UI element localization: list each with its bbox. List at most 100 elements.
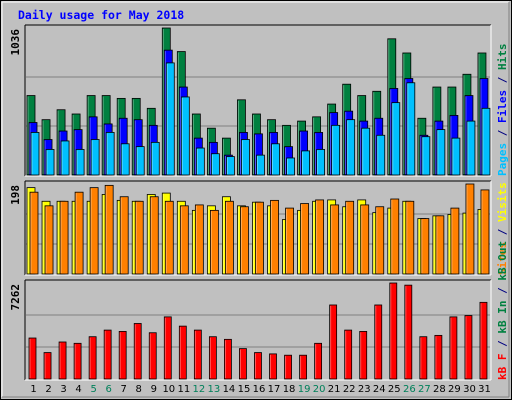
bar-sites-day-21 bbox=[330, 204, 340, 275]
bar-kb-f-day-8 bbox=[133, 323, 142, 380]
bar-pages-day-5 bbox=[90, 139, 100, 176]
bar-sites-day-7 bbox=[119, 196, 129, 275]
legend-entry: Pages bbox=[496, 143, 509, 176]
bar-pages-day-9 bbox=[150, 141, 160, 176]
bar-sites-day-13 bbox=[209, 209, 219, 275]
x-tick-label: 12 bbox=[193, 384, 206, 395]
x-tick-label: 6 bbox=[105, 384, 111, 395]
bar-kb-f-day-28 bbox=[434, 334, 443, 380]
bar-kb-f-day-2 bbox=[43, 352, 52, 380]
panel-kbytes: 7262 kB F / kB In / kB Out bbox=[9, 241, 509, 381]
bar-kb-f-day-10 bbox=[163, 316, 172, 380]
x-tick-label: 15 bbox=[238, 384, 251, 395]
bar-kb-f-day-24 bbox=[374, 304, 383, 380]
x-tick-label: 19 bbox=[298, 384, 311, 395]
bar-pages-day-18 bbox=[286, 157, 295, 176]
legend-entry: / bbox=[496, 334, 509, 354]
x-tick-label: 7 bbox=[121, 384, 127, 395]
bar-pages-day-23 bbox=[361, 127, 371, 176]
legend-entry: kB In bbox=[496, 301, 509, 334]
bar-pages-day-27 bbox=[421, 136, 431, 176]
legend-visits: Sites / Visits bbox=[496, 182, 509, 275]
bar-pages-day-13 bbox=[210, 153, 220, 176]
bar-pages-day-8 bbox=[135, 146, 145, 176]
bar-kb-f-day-7 bbox=[118, 331, 127, 380]
legend-entry: / bbox=[496, 281, 509, 301]
bar-sites-day-5 bbox=[89, 187, 99, 275]
bar-pages-day-3 bbox=[60, 140, 70, 176]
bar-kb-f-day-21 bbox=[329, 304, 338, 380]
x-tick-label: 16 bbox=[253, 384, 266, 395]
legend-entry: / bbox=[496, 70, 509, 90]
x-tick-label: 22 bbox=[343, 384, 356, 395]
legend-entry: kB Out bbox=[496, 241, 509, 281]
x-tick-label: 29 bbox=[448, 384, 461, 395]
bar-pages-day-1 bbox=[30, 132, 40, 176]
x-tick-label: 14 bbox=[223, 384, 236, 395]
bar-sites-day-25 bbox=[390, 198, 400, 275]
legend-entry: Hits bbox=[496, 44, 509, 71]
x-tick-label: 27 bbox=[418, 384, 431, 395]
bar-kb-f-day-17 bbox=[269, 353, 277, 380]
bar-sites-day-19 bbox=[300, 203, 309, 275]
bar-kb-f-day-3 bbox=[58, 341, 67, 380]
legend-entry: Files bbox=[496, 90, 509, 123]
panel-hits: 1036 Pages / Files / Hits bbox=[9, 24, 509, 177]
x-tick-label: 13 bbox=[208, 384, 221, 395]
bar-pages-day-25 bbox=[391, 102, 401, 176]
x-tick-label: 28 bbox=[433, 384, 446, 395]
bar-kb-f-day-11 bbox=[178, 325, 187, 380]
bar-pages-day-6 bbox=[105, 132, 115, 176]
legend-entry: / bbox=[496, 222, 509, 242]
y-max-label: 198 bbox=[9, 185, 22, 205]
bar-sites-day-2 bbox=[44, 205, 54, 275]
x-tick-label: 10 bbox=[162, 384, 175, 395]
bar-kb-f-day-20 bbox=[314, 342, 323, 380]
x-tick-label: 4 bbox=[75, 384, 81, 395]
bar-sites-day-30 bbox=[465, 183, 475, 275]
bar-pages-day-17 bbox=[271, 143, 280, 176]
x-tick-label: 18 bbox=[283, 384, 296, 395]
bar-pages-day-11 bbox=[180, 96, 190, 176]
x-tick-label: 5 bbox=[90, 384, 96, 395]
bar-kb-f-day-18 bbox=[284, 354, 292, 380]
bar-pages-day-29 bbox=[451, 137, 461, 176]
x-tick-label: 2 bbox=[45, 384, 51, 395]
bar-kb-f-day-31 bbox=[479, 301, 488, 380]
legend-kbytes: kB F / kB In / kB Out bbox=[496, 241, 509, 380]
bar-pages-day-24 bbox=[376, 134, 386, 176]
bar-sites-day-11 bbox=[179, 205, 189, 275]
bar-sites-day-29 bbox=[450, 207, 460, 275]
bar-sites-day-4 bbox=[74, 191, 84, 275]
bar-sites-day-1 bbox=[29, 191, 39, 275]
bar-kb-f-day-15 bbox=[239, 348, 247, 380]
bar-pages-day-31 bbox=[481, 107, 491, 176]
bar-kb-f-day-13 bbox=[208, 336, 217, 380]
bar-sites-day-24 bbox=[375, 206, 385, 275]
chart-title: Daily usage for May 2018 bbox=[18, 8, 184, 22]
y-max-label: 1036 bbox=[9, 29, 22, 56]
bar-kb-f-day-29 bbox=[449, 316, 458, 380]
bar-kb-f-day-25 bbox=[389, 282, 398, 380]
legend-entry: Sites bbox=[496, 242, 509, 275]
bar-kb-f-day-4 bbox=[73, 342, 82, 380]
x-tick-label: 30 bbox=[463, 384, 476, 395]
x-tick-label: 9 bbox=[151, 384, 157, 395]
bar-kb-f-day-16 bbox=[254, 352, 262, 380]
bar-pages-day-2 bbox=[45, 149, 55, 176]
bar-pages-day-19 bbox=[301, 150, 310, 176]
x-tick-label: 31 bbox=[478, 384, 491, 395]
bar-sites-day-17 bbox=[270, 199, 279, 275]
bar-sites-day-28 bbox=[435, 215, 445, 275]
bar-pages-day-14 bbox=[226, 156, 235, 176]
bar-sites-day-8 bbox=[134, 200, 144, 275]
bar-sites-day-26 bbox=[405, 200, 415, 275]
bar-pages-day-28 bbox=[436, 129, 446, 176]
bar-kb-f-day-27 bbox=[419, 336, 428, 380]
bar-pages-day-4 bbox=[75, 149, 85, 176]
x-tick-label: 3 bbox=[60, 384, 66, 395]
bar-kb-f-day-19 bbox=[299, 354, 307, 380]
bar-sites-day-15 bbox=[240, 206, 249, 275]
legend-entry: kB F bbox=[496, 354, 509, 381]
